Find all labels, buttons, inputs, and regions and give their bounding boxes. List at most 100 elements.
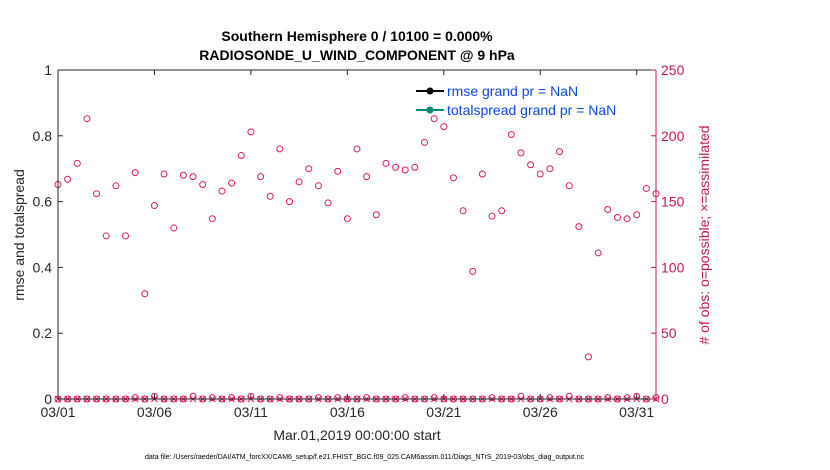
possible-point bbox=[247, 128, 255, 136]
possible-point bbox=[594, 249, 602, 257]
possible-point bbox=[276, 145, 284, 153]
y-right-tick-label: 150 bbox=[661, 194, 685, 210]
possible-point bbox=[604, 205, 612, 213]
possible-point bbox=[73, 159, 81, 167]
possible_zero-point bbox=[334, 394, 342, 402]
possible-point bbox=[440, 123, 448, 131]
possible-point bbox=[517, 149, 525, 157]
possible-point bbox=[421, 138, 429, 146]
possible_zero-point bbox=[604, 394, 612, 402]
possible_zero-point bbox=[401, 394, 409, 402]
possible-point bbox=[295, 178, 303, 186]
x-tick-label: 03/26 bbox=[523, 404, 558, 420]
legend: rmse grand pr = NaN totalspread grand pr… bbox=[416, 83, 616, 118]
possible-point bbox=[382, 159, 390, 167]
legend-totalspread-label: totalspread grand pr = NaN bbox=[447, 102, 616, 118]
possible-point bbox=[478, 170, 486, 178]
y-right-tick-label: 50 bbox=[661, 325, 677, 341]
legend-entry-totalspread: totalspread grand pr = NaN bbox=[416, 102, 616, 118]
y-left-tick-label: 0.6 bbox=[33, 194, 53, 210]
possible-point bbox=[642, 184, 650, 192]
possible-point bbox=[372, 211, 380, 219]
possible_zero-point bbox=[488, 394, 496, 402]
possible-point bbox=[228, 179, 236, 187]
x-tick-label: 03/21 bbox=[426, 404, 461, 420]
possible-point bbox=[179, 171, 187, 179]
y-axis-label-right: # of obs: o=possible; ×=assimilated bbox=[696, 125, 712, 344]
possible-point bbox=[536, 170, 544, 178]
y-left-tick-label: 0 bbox=[44, 391, 52, 407]
possible_zero-point bbox=[623, 394, 631, 402]
y-left-tick-label: 0.2 bbox=[33, 325, 53, 341]
possible-point bbox=[218, 187, 226, 195]
legend-rmse-label: rmse grand pr = NaN bbox=[447, 83, 578, 99]
legend-entry-rmse: rmse grand pr = NaN bbox=[416, 83, 578, 99]
possible-point bbox=[112, 182, 120, 190]
x-ticks: 03/01 03/06 03/11 03/16 03/21 03/26 03/31 bbox=[40, 70, 654, 420]
possible_zero-point bbox=[363, 394, 371, 402]
possible-point bbox=[324, 199, 332, 207]
possible-point bbox=[401, 166, 409, 174]
y-left-ticks: 0 0.2 0.4 0.6 0.8 1 bbox=[33, 62, 63, 407]
possible-point bbox=[199, 180, 207, 188]
possible-point bbox=[150, 202, 158, 210]
x-tick-label: 03/16 bbox=[330, 404, 365, 420]
possible-point bbox=[141, 290, 149, 298]
legend-totalspread-marker bbox=[426, 106, 434, 114]
x-tick-label: 03/31 bbox=[619, 404, 654, 420]
possible-point bbox=[189, 173, 197, 181]
possible-point bbox=[170, 224, 178, 232]
possible-point bbox=[498, 207, 506, 215]
x-tick-label: 03/11 bbox=[234, 404, 268, 420]
possible-point bbox=[507, 130, 515, 138]
possible-point bbox=[160, 170, 168, 178]
possible-point bbox=[565, 182, 573, 190]
possible-point bbox=[305, 165, 313, 173]
possible-point bbox=[102, 232, 110, 240]
possible-point bbox=[527, 161, 535, 169]
possible-point bbox=[314, 182, 322, 190]
axes-frame bbox=[57, 69, 657, 400]
possible_zero-point bbox=[276, 394, 284, 402]
possible-point bbox=[208, 215, 216, 223]
possible_zero-point bbox=[430, 394, 438, 402]
y-left-tick-label: 0.4 bbox=[33, 259, 53, 275]
possible-point bbox=[131, 169, 139, 177]
possible-point bbox=[122, 232, 130, 240]
x-tick-label: 03/01 bbox=[40, 404, 75, 420]
possible-point bbox=[363, 173, 371, 181]
plot-area bbox=[58, 70, 656, 399]
possible-point bbox=[488, 212, 496, 220]
possible_zero-point bbox=[314, 394, 322, 402]
possible-point bbox=[237, 152, 245, 160]
data-file-footnote: data file: /Users/raeder/DAI/ATM_forcXX/… bbox=[145, 454, 585, 461]
x-axis-label: Mar.01,2019 00:00:00 start bbox=[273, 427, 440, 443]
possible-point bbox=[546, 165, 554, 173]
possible-point bbox=[449, 174, 457, 182]
possible_zero-point bbox=[208, 394, 216, 402]
possible-point bbox=[459, 207, 467, 215]
possible-point bbox=[64, 175, 72, 183]
possible-point bbox=[623, 215, 631, 223]
title-line-1: Southern Hemisphere 0 / 10100 = 0.000% bbox=[221, 28, 493, 44]
possible-point bbox=[584, 353, 592, 361]
possible-point bbox=[633, 211, 641, 219]
possible-point bbox=[93, 190, 101, 198]
possible-point bbox=[575, 223, 583, 231]
possible-point bbox=[266, 192, 274, 200]
x-tick-label: 03/06 bbox=[137, 404, 172, 420]
possible_zero-point bbox=[546, 394, 554, 402]
y-right-tick-label: 250 bbox=[661, 62, 685, 78]
y-right-tick-label: 0 bbox=[661, 391, 669, 407]
y-left-tick-label: 0.8 bbox=[33, 128, 53, 144]
possible-point bbox=[469, 267, 477, 275]
y-axis-label-left: rmse and totalspread bbox=[11, 169, 27, 301]
possible-point bbox=[334, 167, 342, 175]
possible-point bbox=[392, 163, 400, 171]
possible-point bbox=[343, 215, 351, 223]
possible-point bbox=[353, 145, 361, 153]
title: Southern Hemisphere 0 / 10100 = 0.000% R… bbox=[199, 28, 515, 63]
possible-point bbox=[613, 213, 621, 221]
y-right-tick-label: 100 bbox=[661, 259, 685, 275]
